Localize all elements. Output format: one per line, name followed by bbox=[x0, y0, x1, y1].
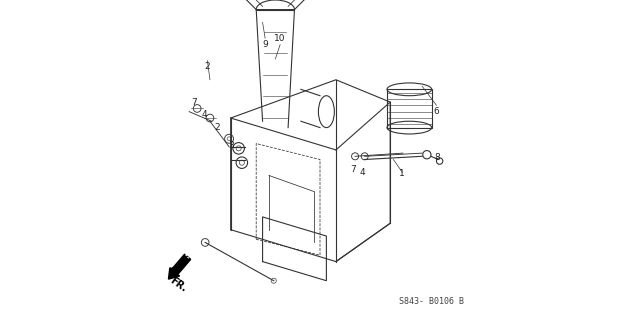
Text: 6: 6 bbox=[433, 107, 439, 116]
Text: 3: 3 bbox=[228, 141, 234, 150]
Text: 8: 8 bbox=[435, 153, 440, 162]
Text: 2: 2 bbox=[205, 63, 210, 71]
Text: FR.: FR. bbox=[168, 276, 188, 294]
Text: 1: 1 bbox=[399, 169, 405, 178]
Text: 7: 7 bbox=[350, 165, 356, 174]
FancyArrow shape bbox=[168, 254, 191, 279]
Bar bbox=[387, 89, 431, 128]
Text: S843- B0106 B: S843- B0106 B bbox=[399, 297, 463, 306]
Text: 10: 10 bbox=[275, 34, 286, 43]
Text: 2: 2 bbox=[214, 123, 220, 132]
Text: 4: 4 bbox=[202, 110, 207, 119]
Text: 9: 9 bbox=[262, 40, 268, 49]
Text: 4: 4 bbox=[360, 168, 365, 177]
Text: FR.: FR. bbox=[175, 243, 193, 261]
Text: 7: 7 bbox=[191, 98, 197, 107]
